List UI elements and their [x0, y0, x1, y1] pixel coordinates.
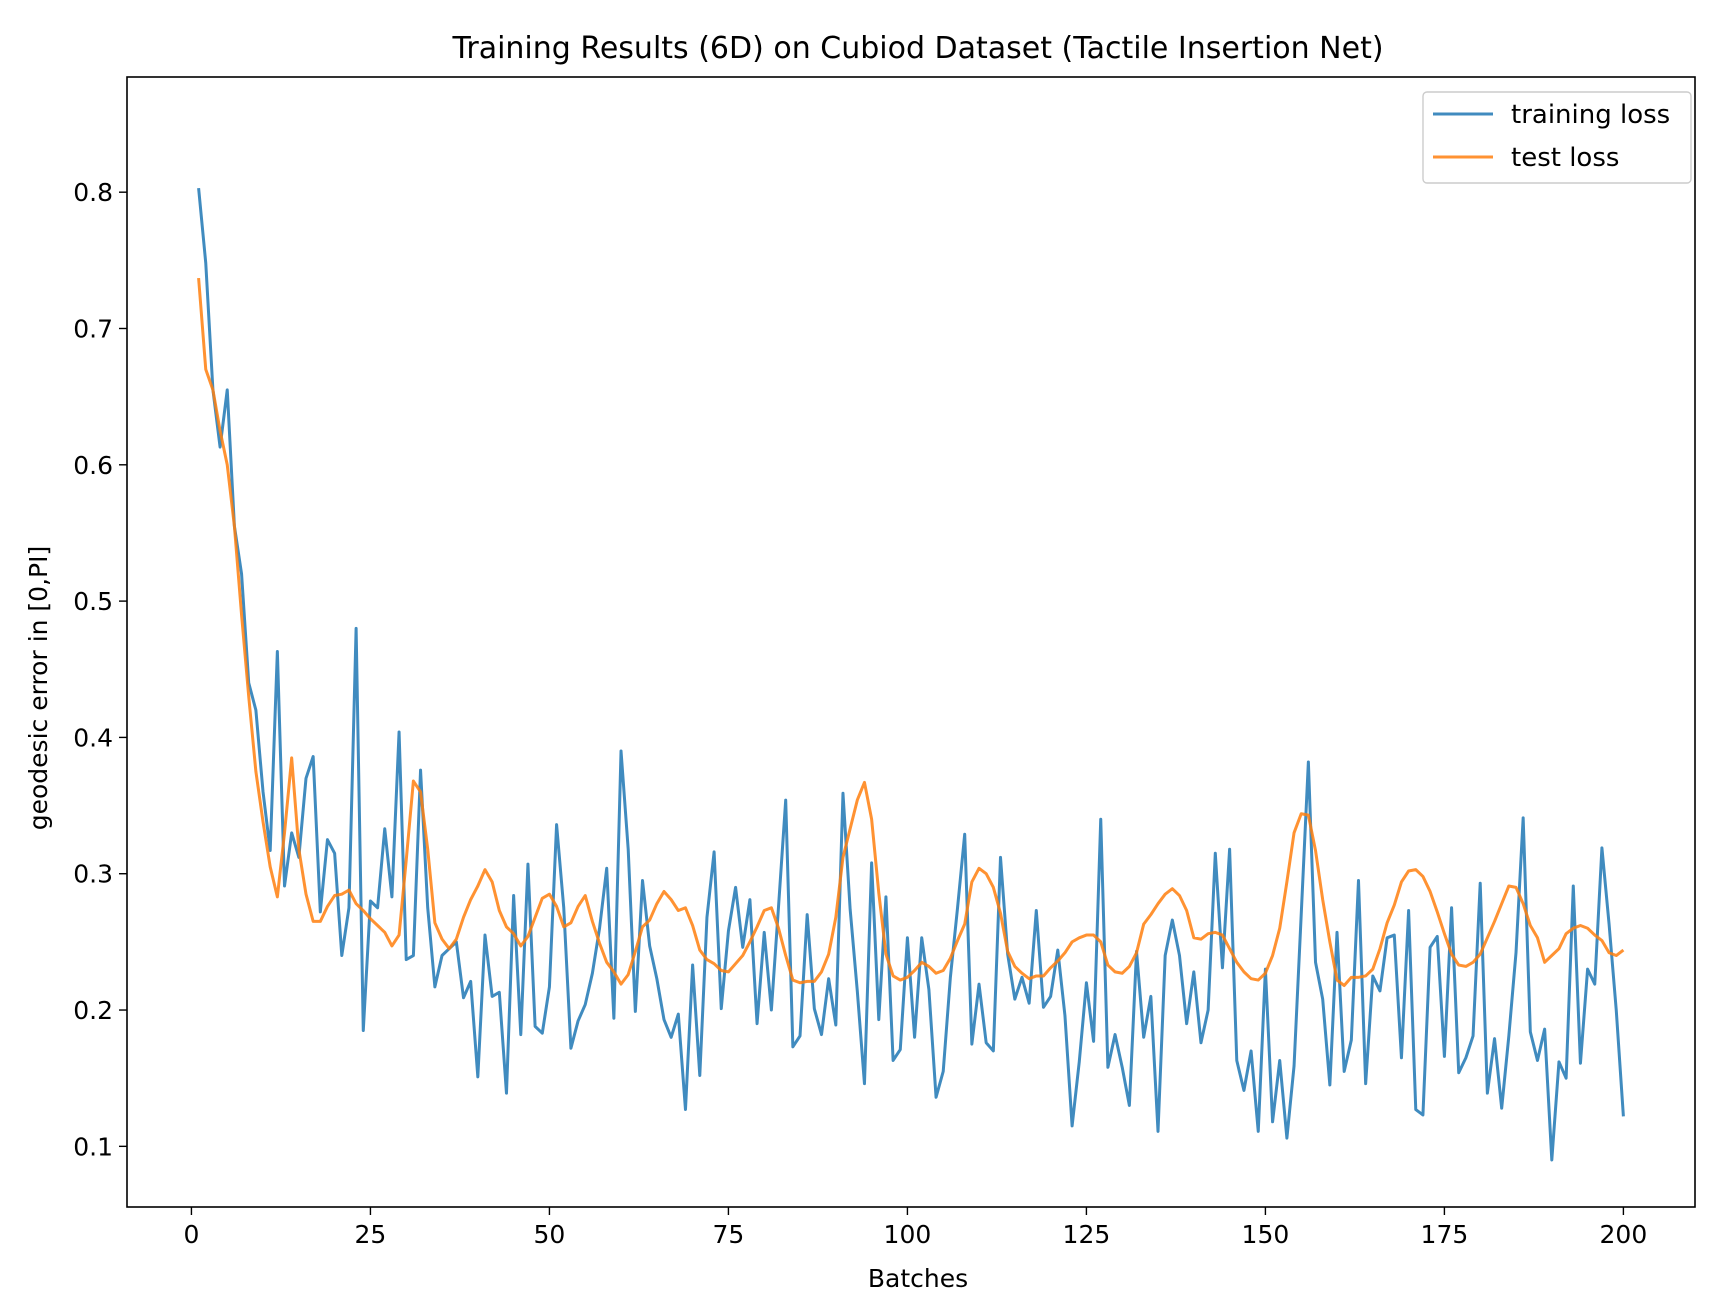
x-tick-label: 50 — [534, 1220, 566, 1249]
x-tick-label: 175 — [1421, 1220, 1469, 1249]
y-tick-label: 0.5 — [73, 587, 113, 616]
plot-frame — [126, 76, 1696, 1208]
legend-label-test-loss: test loss — [1511, 143, 1619, 173]
x-tick-label: 125 — [1063, 1220, 1111, 1249]
x-axis-label: Batches — [868, 1264, 968, 1293]
y-tick-label: 0.3 — [73, 860, 113, 889]
x-tick-label: 150 — [1242, 1220, 1290, 1249]
ticks-layer: 0 25 50 75 100 125 150 175 200 0.1 0.2 0.3 0.4 0.5 0.6… — [73, 178, 1647, 1249]
x-tick-label: 25 — [355, 1220, 387, 1249]
x-tick-label: 200 — [1600, 1220, 1648, 1249]
series-line-training-loss — [197, 187, 1625, 1162]
series-line-test-loss — [197, 277, 1625, 987]
y-tick-label: 0.1 — [73, 1132, 113, 1161]
x-tick-label: 0 — [183, 1220, 199, 1249]
y-axis-label: geodesic error in [0,PI] — [24, 546, 53, 830]
legend-label-training-loss: training loss — [1511, 100, 1670, 130]
chart-title: Training Results (6D) on Cubiod Dataset … — [451, 31, 1383, 66]
y-tick-label: 0.4 — [73, 723, 113, 752]
series-layer — [197, 187, 1625, 1162]
y-tick-label: 0.2 — [73, 996, 113, 1025]
x-tick-label: 100 — [884, 1220, 932, 1249]
y-tick-label: 0.7 — [73, 314, 113, 343]
y-tick-label: 0.6 — [73, 451, 113, 480]
y-tick-label: 0.8 — [73, 178, 113, 207]
x-tick-label: 75 — [713, 1220, 745, 1249]
legend: training loss test loss — [1422, 91, 1692, 184]
